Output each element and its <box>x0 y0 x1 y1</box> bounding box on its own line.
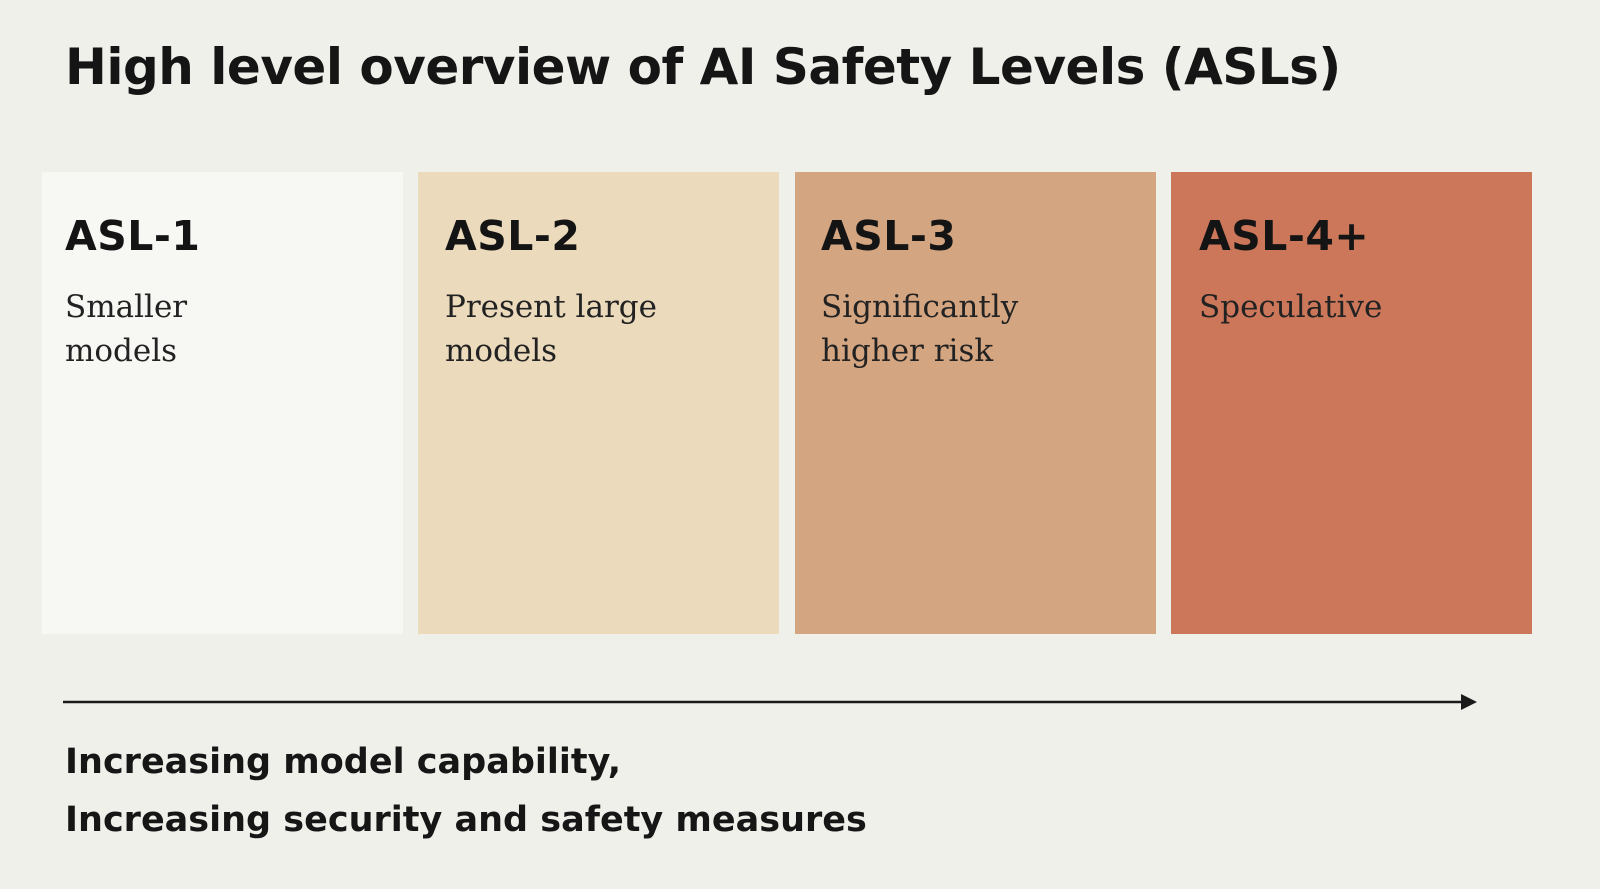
footer-safety-text: Increasing security and safety measures <box>65 800 867 840</box>
asl-1-card: ASL-1 Smaller models <box>42 172 403 634</box>
asl-2-description: Present large models <box>445 289 657 369</box>
asl-3-description: Significantly higher risk <box>821 289 1019 369</box>
asl-4-description: Speculative <box>1199 289 1383 325</box>
asl-1-description: Smaller models <box>65 289 188 369</box>
progression-arrow <box>63 694 1477 710</box>
footer-capability-text: Increasing model capability, <box>65 742 621 782</box>
asl-2-label: ASL-2 <box>445 212 581 260</box>
asl-3-label: ASL-3 <box>821 212 957 260</box>
asl-4-label: ASL-4+ <box>1199 212 1370 260</box>
asl-4-card: ASL-4+ Speculative <box>1171 172 1532 634</box>
asl-1-label: ASL-1 <box>65 212 201 260</box>
asl-3-card: ASL-3 Significantly higher risk <box>795 172 1156 634</box>
page-title: High level overview of AI Safety Levels … <box>65 38 1341 96</box>
asl-2-card: ASL-2 Present large models <box>418 172 779 634</box>
